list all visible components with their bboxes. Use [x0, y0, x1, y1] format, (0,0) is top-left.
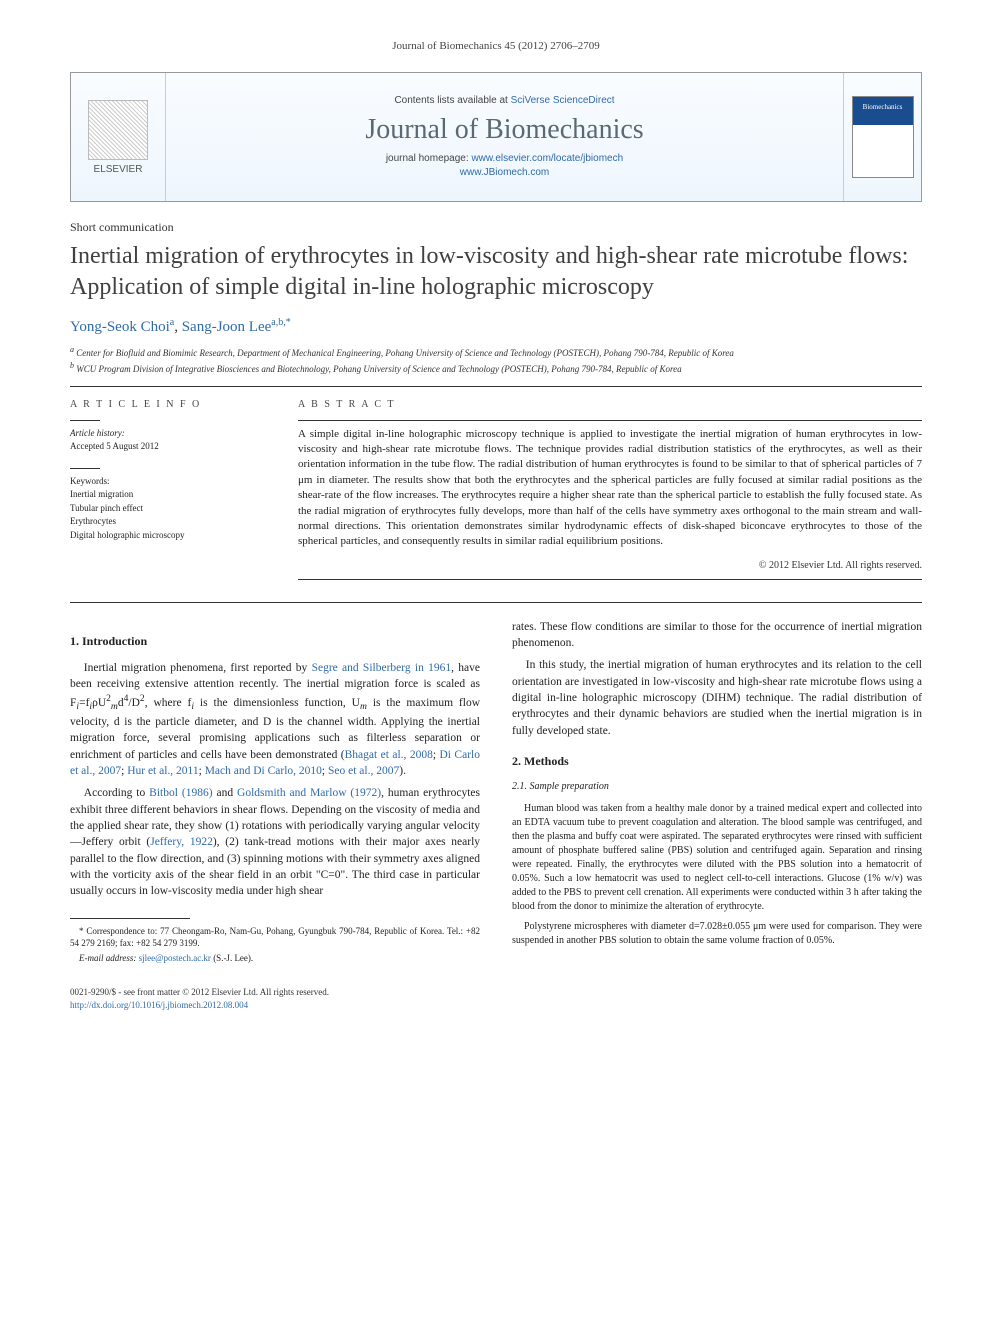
info-abstract-row: A R T I C L E I N F O Article history: A… [70, 399, 922, 586]
journal-name: Journal of Biomechanics [365, 114, 643, 146]
contents-prefix: Contents lists available at [394, 95, 510, 106]
intro-paragraph-1: Inertial migration phenomena, first repo… [70, 660, 480, 780]
abstract-copyright: © 2012 Elsevier Ltd. All rights reserved… [298, 560, 922, 571]
intro-paragraph-3: rates. These flow conditions are similar… [512, 619, 922, 652]
ref-link[interactable]: Seo et al., 2007 [328, 765, 399, 777]
keyword: Digital holographic microscopy [70, 529, 270, 543]
section-heading-intro: 1. Introduction [70, 633, 480, 650]
authors-line: Yong-Seok Choia, Sang-Joon Leea,b,* [70, 317, 922, 336]
page-footer: 0021-9290/$ - see front matter © 2012 El… [70, 986, 922, 1011]
email-link[interactable]: sjlee@postech.ac.kr [139, 953, 211, 963]
separator [70, 386, 922, 387]
mini-rule [70, 420, 100, 421]
contents-line: Contents lists available at SciVerse Sci… [394, 95, 614, 106]
history-value: Accepted 5 August 2012 [70, 440, 270, 454]
front-matter-line: 0021-9290/$ - see front matter © 2012 El… [70, 986, 922, 999]
article-history: Article history: Accepted 5 August 2012 [70, 427, 270, 454]
journal-banner: ELSEVIER Contents lists available at Sci… [70, 72, 922, 202]
article-info-col: A R T I C L E I N F O Article history: A… [70, 399, 270, 586]
section-heading-methods: 2. Methods [512, 753, 922, 770]
mini-rule [70, 468, 100, 469]
author-link-2[interactable]: Sang-Joon Lee [182, 319, 272, 335]
keyword: Tubular pinch effect [70, 502, 270, 516]
abstract-heading: A B S T R A C T [298, 399, 922, 410]
article-type: Short communication [70, 220, 922, 235]
ref-link[interactable]: Hur et al., 2011 [127, 765, 198, 777]
keywords-label: Keywords: [70, 475, 270, 489]
corresp-star[interactable]: * [286, 317, 291, 328]
footnote-rule [70, 918, 190, 919]
full-separator [70, 602, 922, 603]
doi-link[interactable]: http://dx.doi.org/10.1016/j.jbiomech.201… [70, 1000, 248, 1010]
author-2-affil: a,b,* [271, 317, 290, 328]
body-columns: 1. Introduction Inertial migration pheno… [70, 619, 922, 965]
abstract-col: A B S T R A C T A simple digital in-line… [298, 399, 922, 586]
author-link-1[interactable]: Yong-Seok Choi [70, 319, 170, 335]
keyword: Erythrocytes [70, 515, 270, 529]
corresp-footnote: * Correspondence to: 77 Cheongam-Ro, Nam… [70, 925, 480, 950]
intro-paragraph-2: According to Bitbol (1986) and Goldsmith… [70, 785, 480, 899]
affiliations: a Center for Biofluid and Biomimic Resea… [70, 344, 922, 375]
ref-link[interactable]: Bitbol (1986) [149, 787, 212, 799]
mini-rule [298, 579, 922, 580]
homepage-prefix: journal homepage: [386, 153, 472, 164]
running-header: Journal of Biomechanics 45 (2012) 2706–2… [70, 40, 922, 52]
affil-ref-ab[interactable]: a,b, [271, 317, 285, 328]
keyword: Inertial migration [70, 488, 270, 502]
intro-paragraph-4: In this study, the inertial migration of… [512, 657, 922, 739]
ref-link[interactable]: Mach and Di Carlo, 2010 [205, 765, 322, 777]
homepage-line: journal homepage: www.elsevier.com/locat… [386, 152, 623, 180]
history-label: Article history: [70, 427, 270, 441]
methods-paragraph-1: Human blood was taken from a healthy mal… [512, 802, 922, 914]
article-title: Inertial migration of erythrocytes in lo… [70, 241, 922, 303]
elsevier-tree-icon [88, 100, 148, 160]
banner-center: Contents lists available at SciVerse Sci… [166, 73, 843, 201]
affiliation-a: a Center for Biofluid and Biomimic Resea… [70, 344, 922, 360]
publisher-logo-box: ELSEVIER [71, 73, 166, 201]
ref-link[interactable]: Goldsmith and Marlow (1972) [237, 787, 381, 799]
email-footnote: E-mail address: sjlee@postech.ac.kr (S.-… [70, 952, 480, 965]
ref-link[interactable]: Jeffery, 1922 [150, 836, 213, 848]
homepage-link-1[interactable]: www.elsevier.com/locate/jbiomech [471, 153, 623, 164]
cover-thumb-box: Biomechanics [843, 73, 921, 201]
sciencedirect-link[interactable]: SciVerse ScienceDirect [511, 95, 615, 106]
author-sep: , [174, 319, 182, 335]
keywords-block: Keywords: Inertial migration Tubular pin… [70, 475, 270, 543]
journal-cover-icon: Biomechanics [852, 96, 914, 178]
article-info-heading: A R T I C L E I N F O [70, 399, 270, 410]
homepage-link-2[interactable]: www.JBiomech.com [460, 167, 549, 178]
footnotes: * Correspondence to: 77 Cheongam-Ro, Nam… [70, 925, 480, 965]
methods-paragraph-2: Polystyrene microspheres with diameter d… [512, 920, 922, 948]
ref-link[interactable]: Bhagat et al., 2008 [345, 749, 433, 761]
mini-rule [298, 420, 922, 421]
publisher-name: ELSEVIER [94, 164, 143, 175]
affiliation-b: b WCU Program Division of Integrative Bi… [70, 360, 922, 376]
subsection-heading: 2.1. Sample preparation [512, 780, 922, 794]
abstract-text: A simple digital in-line holographic mic… [298, 427, 922, 550]
ref-link[interactable]: Segre and Silberberg in 1961 [312, 662, 452, 674]
